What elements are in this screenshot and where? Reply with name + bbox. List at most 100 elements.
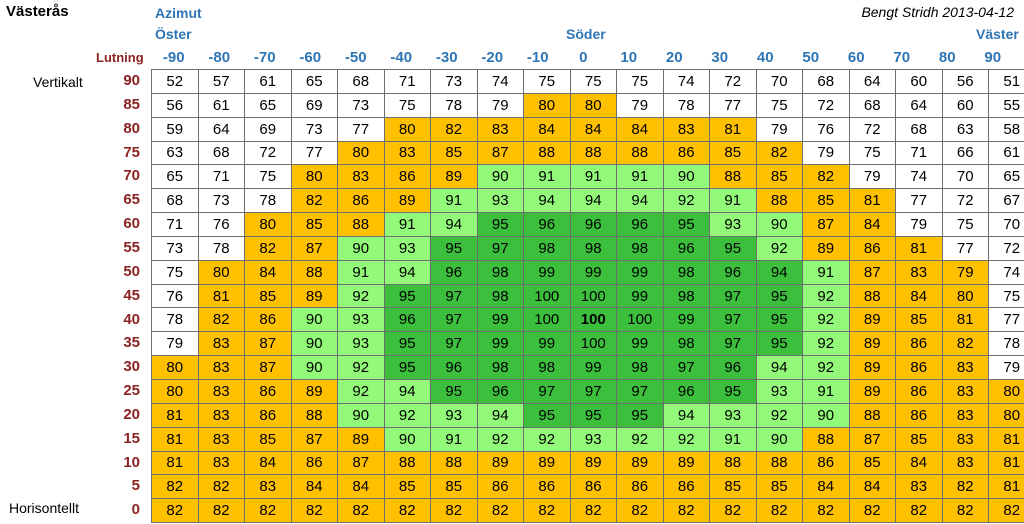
- heatmap-cell: 80: [151, 378, 199, 404]
- heatmap-cell: 85: [244, 283, 292, 309]
- heatmap-row: 78 82 86 90 93 96 97 99 100 100 100 99 97 95 92 89 85 81 7…: [151, 307, 1024, 333]
- heatmap-cell: 77: [337, 116, 385, 142]
- heatmap-cell: 85: [430, 140, 478, 166]
- heatmap-cell: 97: [523, 378, 571, 404]
- heatmap-cell: 89: [290, 378, 338, 404]
- heatmap-cell: 93: [569, 426, 617, 452]
- heatmap-cell: 92: [476, 426, 524, 452]
- azimuth-header-row: -90 -80 -70 -60 -50 -40 -30 -20 -10 0 10 20 30 40 50 60…: [151, 46, 1015, 69]
- heatmap-row: 81 83 86 88 90 92 93 94 95 95 95 94 93 92 90 88 86 83 80: [151, 402, 1024, 428]
- heatmap-cell: 82: [895, 498, 943, 524]
- heatmap-cell: 77: [709, 92, 757, 118]
- heatmap-cell: 88: [337, 212, 385, 237]
- heatmap-cell: 98: [616, 355, 664, 380]
- heatmap-cell: 82: [244, 498, 292, 524]
- heatmap-cell: 63: [941, 116, 989, 142]
- azimuth-tick-label: 80: [938, 49, 956, 66]
- heatmap-cell: 79: [848, 164, 896, 190]
- heatmap-cell: 56: [941, 69, 989, 94]
- heatmap-cell: 75: [941, 212, 989, 237]
- heatmap-cell: 91: [569, 164, 617, 190]
- heatmap-cell: 82: [337, 498, 385, 524]
- heatmap-cell: 98: [616, 235, 664, 261]
- heatmap-cell: 97: [709, 283, 757, 309]
- heatmap-cell: 98: [476, 259, 524, 285]
- heatmap-cell: 94: [755, 259, 803, 285]
- heatmap-cell: 93: [709, 212, 757, 237]
- heatmap-cell: 86: [383, 164, 431, 190]
- heatmap-cell: 85: [802, 188, 850, 214]
- heatmap-cell: 99: [616, 331, 664, 357]
- heatmap-cell: 87: [290, 235, 338, 261]
- heatmap-row: 73 78 82 87 90 93 95 97 98 98 98 96 95 92 89 86 81 77 72: [151, 235, 1024, 261]
- tilt-tick-label: 50: [123, 262, 140, 280]
- heatmap-cell: 79: [895, 212, 943, 237]
- heatmap-cell: 96: [383, 307, 431, 333]
- heatmap-cell: 80: [569, 92, 617, 118]
- heatmap-cell: 92: [802, 331, 850, 357]
- heatmap-cell: 91: [709, 426, 757, 452]
- heatmap-cell: 65: [988, 164, 1024, 190]
- heatmap-cell: 86: [848, 235, 896, 261]
- heatmap-cell: 92: [802, 355, 850, 380]
- heatmap-cell: 95: [755, 331, 803, 357]
- heatmap-cell: 86: [802, 450, 850, 476]
- heatmap-cell: 93: [755, 378, 803, 404]
- heatmap-cell: 83: [941, 426, 989, 452]
- heatmap-cell: 98: [662, 331, 710, 357]
- heatmap-cell: 96: [476, 378, 524, 404]
- horizontal-label: Horisontellt: [9, 500, 80, 516]
- heatmap-cell: 92: [616, 426, 664, 452]
- heatmap-cell: 96: [662, 378, 710, 404]
- heatmap-cell: 85: [755, 164, 803, 190]
- heatmap-cell: 77: [941, 235, 989, 261]
- azimuth-tick-label: -50: [344, 49, 367, 66]
- heatmap-cell: 88: [290, 259, 338, 285]
- heatmap-cell: 100: [616, 307, 664, 333]
- heatmap-cell: 88: [802, 426, 850, 452]
- heatmap-cell: 94: [616, 188, 664, 214]
- heatmap-cell: 89: [848, 378, 896, 404]
- heatmap-cell: 72: [244, 140, 292, 166]
- heatmap-cell: 64: [197, 116, 245, 142]
- heatmap-cell: 91: [616, 164, 664, 190]
- heatmap-cell: 92: [802, 307, 850, 333]
- heatmap-cell: 99: [662, 307, 710, 333]
- heatmap-cell: 89: [337, 426, 385, 452]
- heatmap-cell: 80: [151, 355, 199, 380]
- heatmap-cell: 89: [430, 164, 478, 190]
- heatmap-cell: 83: [337, 164, 385, 190]
- heatmap-cell: 69: [290, 92, 338, 118]
- heatmap-cell: 83: [197, 331, 245, 357]
- heatmap-cell: 88: [569, 140, 617, 166]
- heatmap-cell: 97: [430, 331, 478, 357]
- heatmap-cell: 86: [476, 474, 524, 500]
- tilt-tick-label: 80: [123, 119, 140, 137]
- heatmap-cell: 81: [941, 307, 989, 333]
- heatmap-cell: 90: [755, 212, 803, 237]
- heatmap-cell: 82: [197, 498, 245, 524]
- heatmap-cell: 71: [151, 212, 199, 237]
- heatmap-cell: 82: [244, 235, 292, 261]
- heatmap-cell: 84: [848, 474, 896, 500]
- heatmap-cell: 95: [383, 331, 431, 357]
- heatmap-cell: 83: [895, 259, 943, 285]
- heatmap-cell: 82: [848, 498, 896, 524]
- heatmap-cell: 71: [895, 140, 943, 166]
- heatmap-cell: 87: [476, 140, 524, 166]
- heatmap-cell: 96: [430, 259, 478, 285]
- heatmap-cell: 82: [802, 164, 850, 190]
- heatmap-cell: 93: [430, 402, 478, 428]
- heatmap-cell: 74: [988, 259, 1024, 285]
- heatmap-row: 80 83 86 89 92 94 95 96 97 97 97 96 95 93 91 89 86 83 80: [151, 378, 1024, 404]
- heatmap-cell: 95: [430, 378, 478, 404]
- heatmap-cell: 82: [755, 498, 803, 524]
- heatmap-cell: 89: [383, 188, 431, 214]
- heatmap-cell: 99: [476, 307, 524, 333]
- heatmap-cell: 87: [244, 355, 292, 380]
- heatmap-cell: 70: [941, 164, 989, 190]
- tilt-tick-label: 40: [123, 310, 140, 328]
- heatmap-cell: 92: [337, 355, 385, 380]
- heatmap-cell: 90: [662, 164, 710, 190]
- heatmap-cell: 92: [523, 426, 571, 452]
